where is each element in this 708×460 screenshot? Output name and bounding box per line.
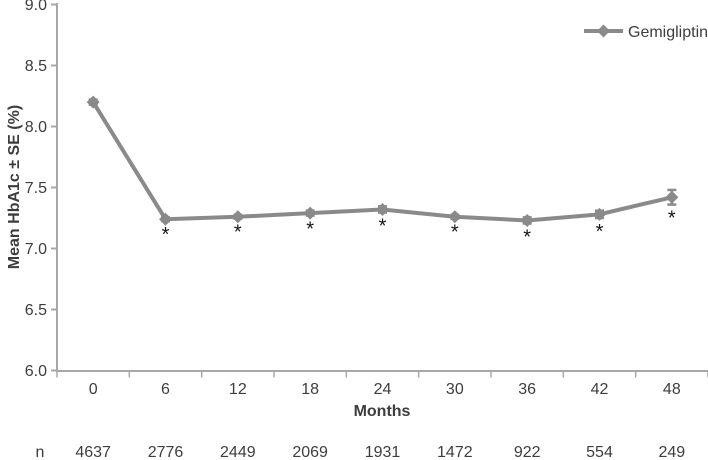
significance-asterisk: * (379, 216, 387, 238)
significance-asterisk: * (668, 208, 676, 230)
y-tick-label: 6.5 (25, 302, 47, 319)
y-tick-label: 9.0 (25, 0, 47, 14)
significance-asterisk: * (451, 222, 459, 244)
significance-asterisk: * (306, 219, 314, 241)
data-point-diamond (376, 202, 389, 216)
legend-diamond-icon (597, 24, 610, 38)
y-tick-label: 7.5 (25, 180, 47, 197)
n-value: 554 (586, 444, 613, 460)
n-value: 2069 (292, 444, 328, 460)
n-value: 2776 (148, 444, 184, 460)
legend: Gemigliptin (584, 24, 708, 41)
x-tick-label: 6 (161, 381, 170, 398)
x-tick-label: 42 (591, 381, 609, 398)
n-row-label: n (36, 444, 45, 460)
series-line (91, 101, 673, 223)
x-tick-label: 48 (663, 381, 681, 398)
y-axis-title: Mean HbA1c ± SE (%) (6, 105, 23, 269)
data-point-diamond (303, 206, 317, 220)
axes: 6.0 6.5 7.0 7.5 8.0 8.5 9.0 0 6 12 18 24 30 36 42 48 (25, 0, 708, 398)
data-point-diamond (159, 212, 172, 226)
y-tick-label: 7.0 (25, 241, 47, 258)
data-point-diamond (231, 210, 245, 224)
n-value: 249 (658, 444, 685, 460)
data-point-diamond (448, 210, 462, 224)
y-tick-label: 8.5 (25, 58, 47, 75)
legend-label: Gemigliptin (628, 24, 708, 41)
x-tick-label: 12 (229, 381, 247, 398)
n-value: 4637 (75, 444, 111, 460)
x-tick-label: 0 (89, 381, 98, 398)
data-point-diamond (665, 190, 679, 204)
y-tick-label: 6.0 (25, 363, 47, 380)
n-value: 1931 (365, 444, 401, 460)
x-tick-label: 30 (446, 381, 464, 398)
x-tick-label: 18 (301, 381, 319, 398)
significance-asterisk: * (596, 221, 604, 243)
series-gemigliptin (86, 95, 679, 227)
data-point-diamond (86, 95, 100, 109)
y-tick-label: 8.0 (25, 119, 47, 136)
data-point-diamond (593, 207, 606, 221)
x-tick-label: 36 (518, 381, 536, 398)
significance-asterisk: * (234, 222, 242, 244)
n-row: n 4637 2776 2449 2069 1931 1472 922 554 249 (36, 444, 686, 460)
data-point-diamond (520, 213, 534, 227)
n-value: 922 (514, 444, 541, 460)
x-tick-label: 24 (374, 381, 392, 398)
significance-asterisk: * (523, 226, 531, 248)
significance-asterisk: * (162, 224, 170, 246)
n-value: 1472 (437, 444, 473, 460)
n-value: 2449 (220, 444, 256, 460)
x-axis-title: Months (354, 403, 411, 420)
significance-markers: * * * * * * * * (162, 208, 676, 249)
